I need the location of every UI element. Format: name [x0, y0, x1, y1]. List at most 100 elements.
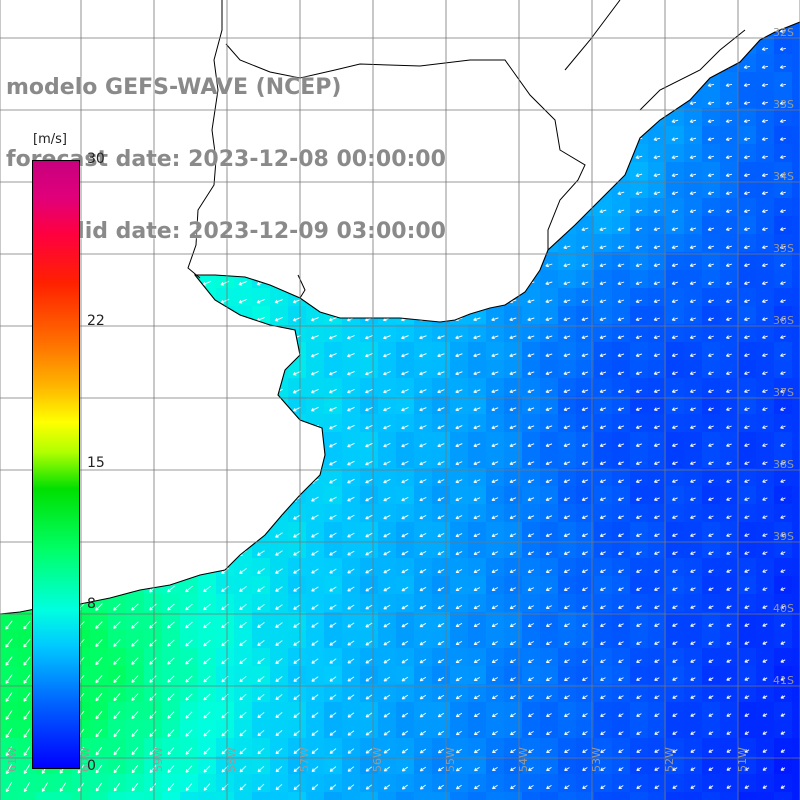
wind-arrow	[545, 551, 553, 555]
field-cell	[612, 522, 631, 541]
wind-arrow	[600, 659, 606, 663]
wind-arrow	[365, 442, 373, 448]
field-cell	[684, 378, 703, 397]
wind-arrow	[546, 785, 552, 790]
wind-arrow	[383, 568, 391, 574]
wind-arrow	[401, 784, 408, 790]
field-cell	[432, 594, 451, 613]
field-cell	[162, 756, 181, 775]
field-cell	[306, 630, 325, 649]
wind-arrow	[617, 245, 625, 250]
wind-arrow	[347, 496, 355, 502]
field-cell	[774, 666, 793, 685]
field-cell	[468, 522, 487, 541]
wind-arrow	[455, 425, 463, 430]
wind-arrow	[491, 497, 499, 502]
wind-arrow	[563, 335, 571, 340]
field-cell	[558, 756, 577, 775]
field-cell	[252, 558, 271, 577]
wind-arrow	[689, 281, 697, 285]
wind-arrow	[708, 479, 714, 483]
field-cell	[684, 306, 703, 325]
wind-arrow	[346, 335, 355, 340]
field-cell	[756, 540, 775, 559]
field-cell	[648, 432, 667, 451]
field-cell	[792, 126, 800, 145]
field-cell	[324, 630, 343, 649]
field-cell	[630, 324, 649, 343]
field-cell	[198, 630, 217, 649]
wind-arrow	[401, 371, 409, 376]
wind-arrow	[527, 695, 534, 699]
field-cell	[486, 774, 505, 793]
field-cell	[648, 720, 667, 739]
field-cell	[522, 576, 541, 595]
field-cell	[360, 756, 379, 775]
wind-arrow	[689, 407, 696, 411]
field-cell	[468, 342, 487, 361]
wind-arrow	[167, 747, 175, 755]
field-cell	[648, 180, 667, 199]
wind-arrow	[582, 731, 588, 735]
field-cell	[738, 378, 757, 397]
field-cell	[486, 612, 505, 631]
field-cell	[288, 684, 307, 703]
field-cell	[522, 594, 541, 613]
field-cell	[738, 684, 757, 703]
wind-arrow	[617, 371, 625, 376]
field-cell	[792, 234, 800, 253]
wind-arrow	[5, 781, 13, 793]
wind-arrow	[275, 783, 283, 791]
wind-arrow	[726, 785, 732, 789]
field-cell	[594, 504, 613, 523]
wind-arrow	[203, 783, 211, 791]
field-cell	[360, 720, 379, 739]
wind-arrow	[707, 119, 715, 124]
wind-arrow	[744, 749, 750, 753]
field-cell	[504, 630, 523, 649]
wind-arrow	[743, 155, 750, 159]
wind-arrow	[527, 677, 534, 681]
field-cell	[792, 594, 800, 613]
wind-arrow	[491, 605, 499, 610]
wind-arrow	[275, 658, 283, 664]
wind-arrow	[618, 749, 624, 753]
field-cell	[702, 432, 721, 451]
wind-arrow	[708, 749, 714, 753]
field-cell	[594, 486, 613, 505]
wind-arrow	[365, 730, 373, 736]
field-cell	[576, 540, 595, 559]
field-cell	[396, 522, 415, 541]
wind-arrow	[653, 173, 661, 178]
field-cell	[594, 378, 613, 397]
field-cell	[648, 558, 667, 577]
wind-arrow	[527, 461, 535, 466]
field-cell	[702, 270, 721, 289]
wind-arrow	[95, 692, 103, 702]
field-cell	[270, 738, 289, 757]
wind-arrow	[653, 281, 661, 286]
field-cell	[630, 414, 649, 433]
field-cell	[594, 774, 613, 793]
field-cell	[666, 216, 685, 235]
wind-arrow	[473, 587, 481, 592]
wind-arrow	[527, 569, 535, 574]
wind-arrow	[5, 692, 13, 702]
wind-arrow	[437, 497, 445, 502]
wind-arrow	[545, 533, 553, 538]
field-cell	[378, 774, 397, 793]
wind-arrow	[635, 353, 643, 357]
wind-arrow	[780, 641, 786, 645]
field-cell	[738, 234, 757, 253]
field-cell	[108, 666, 127, 685]
wind-arrow	[707, 335, 714, 339]
field-cell	[576, 720, 595, 739]
field-cell	[792, 468, 800, 487]
field-cell	[414, 360, 433, 379]
field-cell	[684, 144, 703, 163]
field-cell	[396, 504, 415, 523]
wind-arrow	[690, 533, 696, 537]
field-cell	[54, 774, 73, 793]
field-cell	[594, 684, 613, 703]
wind-arrow	[725, 101, 733, 105]
